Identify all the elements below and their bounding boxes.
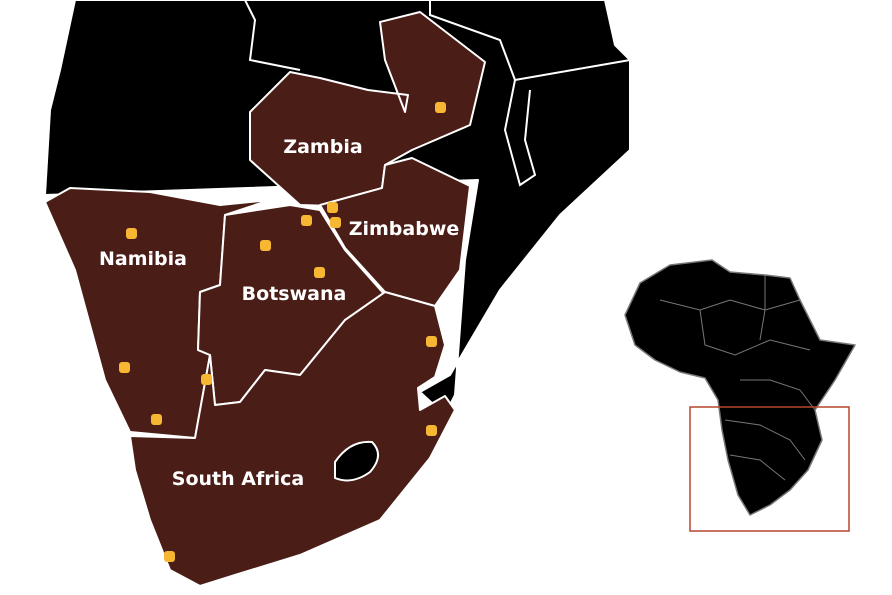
marker[interactable] xyxy=(164,551,175,562)
country-south-africa[interactable] xyxy=(129,291,456,587)
marker[interactable] xyxy=(426,425,437,436)
label-zambia: Zambia xyxy=(283,136,362,158)
label-botswana: Botswana xyxy=(242,283,347,305)
inset-frame xyxy=(689,406,850,532)
marker[interactable] xyxy=(327,202,338,213)
lesotho xyxy=(334,440,379,482)
marker[interactable] xyxy=(426,336,437,347)
country-zambia[interactable] xyxy=(249,11,486,207)
country-zimbabwe[interactable] xyxy=(319,157,471,307)
marker[interactable] xyxy=(435,102,446,113)
label-south-africa: South Africa xyxy=(172,468,304,490)
marker[interactable] xyxy=(260,240,271,251)
label-namibia: Namibia xyxy=(99,248,187,270)
location-markers xyxy=(119,102,446,562)
label-zimbabwe: Zimbabwe xyxy=(349,218,460,240)
marker[interactable] xyxy=(201,374,212,385)
border-lines xyxy=(244,0,301,71)
land-background xyxy=(44,0,631,416)
marker[interactable] xyxy=(151,414,162,425)
marker[interactable] xyxy=(330,217,341,228)
inset-africa xyxy=(624,259,856,532)
marker[interactable] xyxy=(314,267,325,278)
marker[interactable] xyxy=(119,362,130,373)
africa-continent xyxy=(624,259,856,516)
marker[interactable] xyxy=(126,228,137,239)
marker[interactable] xyxy=(301,215,312,226)
